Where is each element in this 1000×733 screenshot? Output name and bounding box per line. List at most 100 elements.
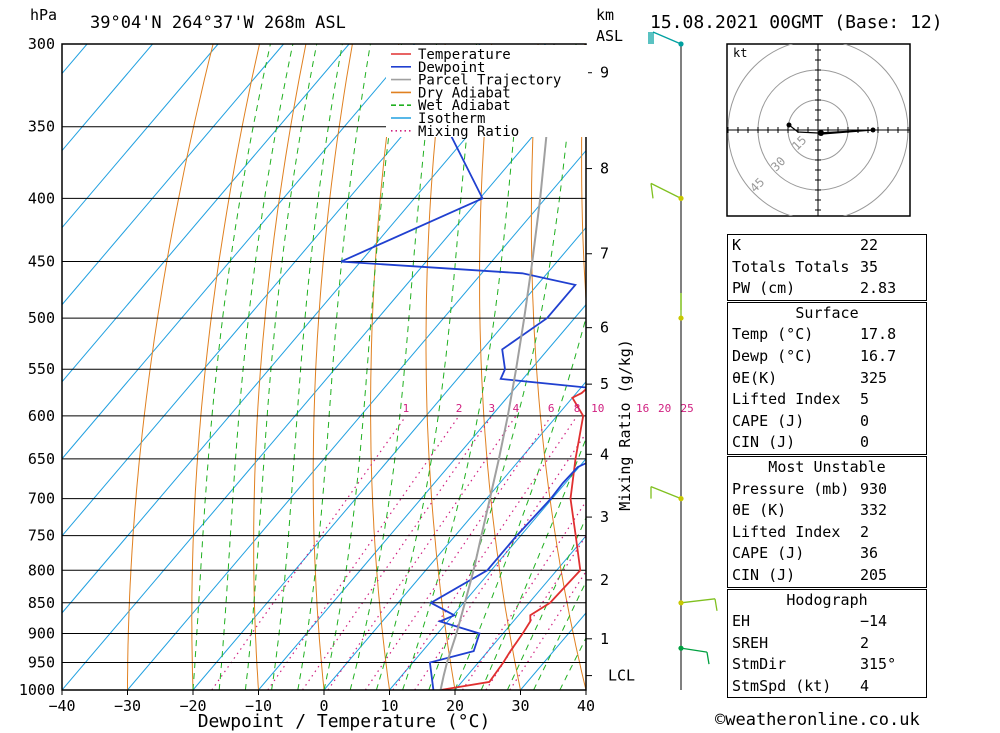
x-axis-label: Dewpoint / Temperature (°C) — [198, 711, 491, 732]
legend-label: Wet Adiabat — [418, 98, 511, 114]
indices-table: K 22 Totals Totals 35 PW (cm) 2.83 — [727, 234, 927, 301]
pressure-tick-label: 850 — [28, 594, 55, 612]
mixing-ratio-line — [327, 415, 517, 690]
pressure-tick-label: 650 — [28, 450, 55, 468]
wet-adiabat-line — [375, 44, 477, 690]
surface-row: Temp (°C) 17.8 — [732, 325, 897, 344]
hodograph-plot — [727, 44, 910, 216]
most-unstable-row: Pressure (mb) 930 — [732, 479, 888, 498]
hodograph-row: SREH 2 — [732, 633, 870, 652]
index-row-pw: PW (cm) 2.83 — [732, 279, 897, 298]
km-tick-label: 3 — [600, 508, 609, 526]
isotherm-line — [62, 44, 415, 460]
parcel-trajectory-line — [439, 44, 556, 690]
pressure-tick-label: 750 — [28, 527, 55, 545]
location-title: 39°04'N 264°37'W 268m ASL — [90, 13, 346, 33]
pressure-tick-label: 800 — [28, 561, 55, 579]
surface-row: Lifted Index 5 — [732, 390, 870, 409]
isotherm-line — [192, 226, 586, 690]
hodograph-point — [818, 130, 824, 136]
index-row-k: K 22 — [732, 236, 879, 254]
wind-barb-shaft — [680, 598, 716, 604]
pressure-tick-label: 350 — [28, 118, 55, 136]
legend-label: Parcel Trajectory — [418, 73, 561, 89]
legend-label: Temperature — [418, 47, 511, 63]
axes: 3003504004505005506006507007508008509009… — [19, 35, 635, 715]
most-unstable-row: CAPE (J) 36 — [732, 544, 879, 563]
pressure-tick-label: 1000 — [19, 681, 55, 699]
isotherm-line — [62, 44, 284, 306]
mixing-ratio-label: 8 — [574, 402, 581, 415]
wind-barb — [678, 645, 710, 665]
mixing-ratio-line — [267, 415, 460, 690]
pressure-tick-label: 550 — [28, 360, 55, 378]
hodograph-point — [870, 127, 876, 133]
wind-barb-dot — [678, 600, 684, 606]
wind-barb-dot — [678, 315, 684, 321]
wind-barb-shaft — [650, 486, 682, 500]
legend-label: Isotherm — [418, 111, 485, 127]
mixing-ratio-line — [211, 415, 407, 690]
pressure-tick-label: 950 — [28, 653, 55, 671]
mixing-ratio-axis-label: Mixing Ratio (g/kg) — [616, 339, 634, 511]
surface-row: CAPE (J) 0 — [732, 411, 870, 430]
wind-barb — [648, 31, 684, 47]
wind-barb-shaft — [652, 31, 682, 45]
legend-label: Dewpoint — [418, 60, 485, 76]
wind-barb-flag — [706, 652, 710, 665]
isotherm-line — [62, 44, 350, 383]
surface-table: Surface Temp (°C) 17.8 Dewp (°C) 16.7 θE(K… — [727, 301, 927, 455]
km-tick-label: 2 — [600, 571, 609, 589]
most-unstable-title: Most Unstable — [768, 457, 886, 476]
hodograph-row: StmDir 315° — [732, 655, 897, 674]
x-tick-label: 30 — [511, 697, 529, 715]
mixing-ratio-label: 20 — [658, 402, 671, 415]
pressure-tick-label: 900 — [28, 624, 55, 642]
mixing-ratio-label: 6 — [548, 402, 555, 415]
x-tick-label: −40 — [48, 697, 75, 715]
pressure-tick-label: 500 — [28, 309, 55, 327]
profile-series — [340, 44, 586, 690]
lcl-label: LCL — [608, 667, 635, 685]
km-tick-label: 7 — [600, 245, 609, 263]
wind-barb — [678, 598, 718, 611]
hodograph-point — [786, 122, 792, 128]
x-tick-label: 20 — [446, 697, 464, 715]
pressure-tick-label: 450 — [28, 253, 55, 271]
wind-barb — [650, 486, 684, 502]
pressure-tick-label: 700 — [28, 490, 55, 508]
isotherm-line — [258, 303, 586, 690]
mixing-ratio-label: 1 — [403, 402, 410, 415]
dry-adiabat-line — [956, 44, 1000, 690]
unit-hpa-label: hPa — [30, 6, 57, 24]
x-tick-label: 10 — [380, 697, 398, 715]
temperature-line — [440, 387, 586, 690]
km-tick-label: 9 — [600, 64, 609, 82]
x-tick-label: 0 — [319, 697, 328, 715]
wind-barb-dot — [678, 645, 684, 651]
index-row-totals: Totals Totals 35 — [732, 257, 879, 276]
hodograph-row: StmSpd (kt) 4 — [732, 676, 870, 695]
stats-panel: K 22 Totals Totals 35 PW (cm) 2.83 Surface … — [727, 234, 927, 699]
wind-barb-dot — [678, 496, 684, 502]
isotherm-line — [389, 458, 586, 690]
most-unstable-row: Lifted Index 2 — [732, 522, 870, 541]
credit-link[interactable]: ©weatheronline.co.uk — [715, 710, 920, 730]
isotherm-line — [62, 72, 586, 690]
pressure-tick-label: 300 — [28, 35, 55, 53]
surface-row: θE(K) 325 — [732, 368, 888, 387]
wind-barb-shaft — [680, 647, 708, 653]
most-unstable-row: CIN (J) 205 — [732, 565, 888, 584]
legend-label: Dry Adiabat — [418, 85, 511, 101]
isotherm-line — [323, 380, 586, 690]
mixing-ratio-label: 2 — [456, 402, 463, 415]
wind-barb — [678, 293, 684, 321]
hodograph-unit-label: kt — [733, 46, 747, 60]
dry-adiabat-line — [630, 44, 717, 690]
x-tick-label: −20 — [179, 697, 206, 715]
unit-asl-label: ASL — [596, 27, 623, 45]
hodograph-table: Hodograph EH −14 SREH 2 StmDir 315° StmSpd … — [727, 588, 927, 699]
wind-barb-flag — [650, 183, 654, 199]
